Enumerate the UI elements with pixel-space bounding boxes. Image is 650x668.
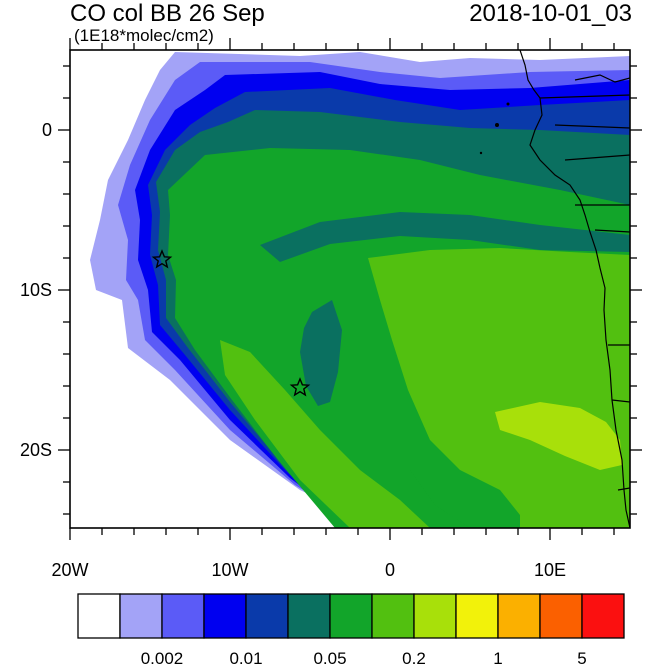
colorbar-swatch: [413, 593, 457, 639]
band-lime: [368, 248, 630, 528]
coastline: [519, 50, 630, 528]
colorbar-swatch: [455, 593, 499, 639]
colorbar-swatch: [287, 593, 331, 639]
star-marker: [151, 249, 173, 269]
teal-patch-central: [300, 300, 342, 406]
co-field: [70, 50, 630, 528]
colorbar-swatch: [371, 593, 415, 639]
axis-ticks: [58, 38, 642, 540]
colorbar-swatch: [581, 593, 625, 639]
colorbar-swatch: [329, 593, 373, 639]
colorbar-swatch: [497, 593, 541, 639]
lon-label: 10E: [533, 560, 567, 580]
star-marker: [289, 377, 311, 397]
lon-label: 10W: [211, 560, 249, 580]
colorbar-label: 1: [493, 649, 503, 668]
colorbar: [77, 593, 625, 639]
colorbar-label: 0.2: [402, 649, 426, 668]
map-title: CO col BB 26 Sep: [70, 0, 265, 27]
colorbar-label: 0.05: [313, 649, 347, 668]
lat-label: 10S: [19, 280, 52, 300]
colorbar-label: 0.01: [229, 649, 263, 668]
teal-tongue-north: [260, 212, 630, 262]
colorbar-swatch: [245, 593, 289, 639]
lon-label: 20W: [51, 560, 89, 580]
colorbar-label: 0.002: [140, 649, 184, 668]
islands: [479, 102, 510, 155]
colorbar-swatch: [539, 593, 583, 639]
colorbar-swatch: [203, 593, 247, 639]
units-subtitle: (1E18*molec/cm2): [74, 26, 214, 45]
colorbar-swatch: [119, 593, 163, 639]
plot-frame: [69, 49, 631, 529]
green-patch-south: [410, 470, 520, 528]
colorbar-label: 5: [577, 649, 587, 668]
lat-label: 0: [41, 120, 52, 140]
lon-label: 0: [384, 560, 395, 580]
band-yellow-green: [495, 402, 622, 470]
lat-label: 20S: [19, 440, 52, 460]
datetime-label: 2018-10-01_03: [469, 0, 632, 27]
band-lime-coastal: [220, 340, 430, 528]
colorbar-swatch: [77, 593, 121, 639]
colorbar-swatch: [161, 593, 205, 639]
